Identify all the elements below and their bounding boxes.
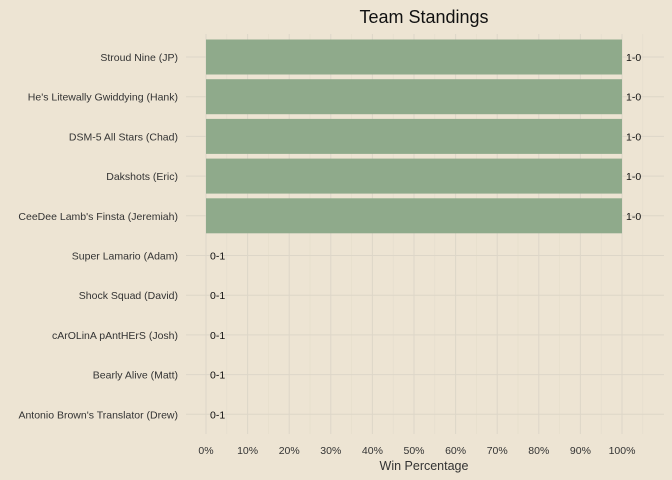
value-label: 0-1 [210, 370, 225, 382]
x-tick-label: 50% [403, 445, 424, 457]
x-tick-label: 10% [237, 445, 258, 457]
x-tick-label: 80% [528, 445, 549, 457]
x-tick-label: 60% [445, 445, 466, 457]
category-label: Dakshots (Eric) [106, 171, 178, 183]
x-axis-label: Win Percentage [380, 459, 469, 473]
value-label: 1-0 [626, 211, 641, 223]
category-label: Antonio Brown's Translator (Drew) [18, 409, 178, 421]
category-label: Shock Squad (David) [79, 290, 178, 302]
x-tick-label: 0% [198, 445, 213, 457]
value-label: 0-1 [210, 409, 225, 421]
x-axis-ticks: 0% 10% 20% 30% 40% 50% 60% 70% 80% 90% 100% [198, 445, 635, 457]
value-label: 0-1 [210, 330, 225, 342]
value-label: 1-0 [626, 92, 641, 104]
value-label: 1-0 [626, 171, 641, 183]
category-label: cArOLinA pAntHErS (Josh) [52, 330, 178, 342]
bar [206, 158, 622, 194]
x-tick-label: 70% [487, 445, 508, 457]
value-labels: 1-0 1-0 1-0 1-0 1-0 0-1 0-1 0-1 0-1 0-1 [210, 52, 641, 421]
x-tick-label: 100% [609, 445, 636, 457]
category-labels: Stroud Nine (JP) He's Litewally Gwiddying… [18, 52, 178, 421]
category-label: DSM-5 All Stars (Chad) [69, 131, 178, 143]
bar [206, 118, 622, 154]
category-label: CeeDee Lamb's Finsta (Jeremiah) [18, 211, 178, 223]
value-label: 0-1 [210, 290, 225, 302]
value-label: 0-1 [210, 251, 225, 263]
bars [206, 39, 622, 234]
category-label: Super Lamario (Adam) [72, 251, 178, 263]
bar [206, 198, 622, 234]
x-tick-label: 40% [362, 445, 383, 457]
category-label: He's Litewally Gwiddying (Hank) [28, 92, 178, 104]
category-label: Stroud Nine (JP) [100, 52, 178, 64]
value-label: 1-0 [626, 131, 641, 143]
x-tick-label: 30% [320, 445, 341, 457]
chart-title: Team Standings [359, 7, 488, 27]
bar [206, 39, 622, 75]
category-label: Bearly Alive (Matt) [93, 370, 178, 382]
x-tick-label: 90% [570, 445, 591, 457]
bar [206, 79, 622, 115]
value-label: 1-0 [626, 52, 641, 64]
x-tick-label: 20% [279, 445, 300, 457]
